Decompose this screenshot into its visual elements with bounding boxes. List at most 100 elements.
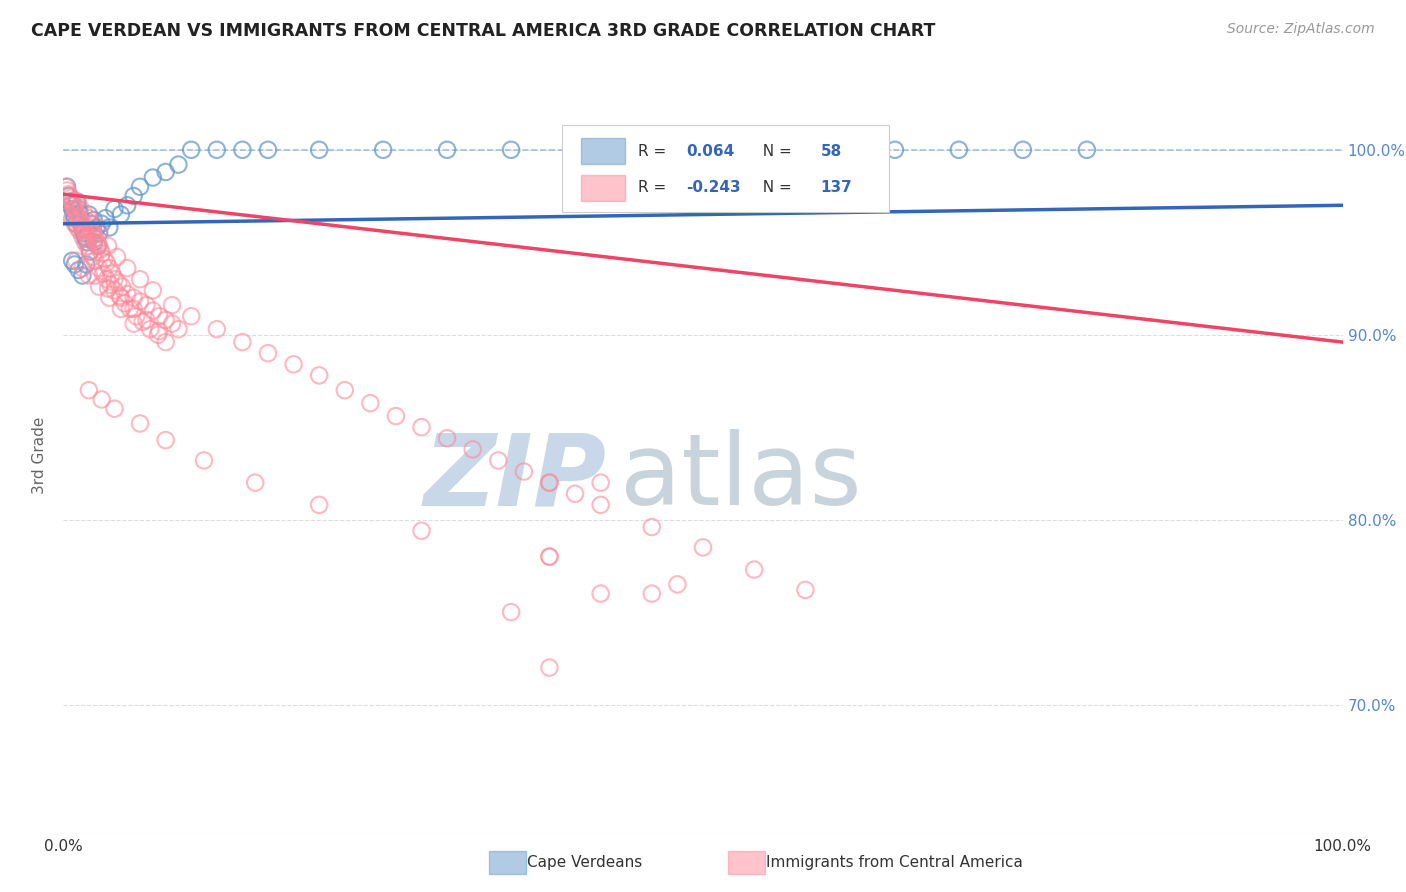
Text: R =: R = (638, 180, 671, 195)
Point (59, 198, 82, 212)
Point (58, 187, 80, 202)
Point (63, 211, 86, 226)
Point (129, 294, 152, 309)
Point (82, 250, 104, 264)
Text: Immigrants from Central America: Immigrants from Central America (766, 855, 1024, 870)
Point (129, 417, 152, 431)
Point (73, 224, 96, 238)
Point (87, 224, 110, 238)
Point (155, 433, 177, 447)
Point (76, 239, 98, 253)
Point (75, 231, 97, 245)
Point (70, 217, 93, 231)
Point (72, 268, 94, 283)
Point (245, 475, 267, 490)
Point (79, 244, 101, 259)
Point (692, 541, 714, 555)
Point (142, 303, 165, 318)
Point (101, 267, 124, 281)
Point (538, 549, 561, 564)
Point (948, 143, 970, 157)
Point (110, 291, 132, 305)
Point (641, 520, 664, 534)
Point (385, 409, 408, 423)
Point (73, 222, 96, 236)
Point (884, 143, 907, 157)
FancyBboxPatch shape (562, 125, 889, 212)
Point (257, 346, 280, 360)
Text: N =: N = (752, 180, 797, 195)
Point (62, 198, 84, 212)
FancyBboxPatch shape (582, 175, 624, 201)
Point (56, 179, 79, 194)
Point (80, 224, 103, 238)
Point (66, 210, 89, 224)
Point (75, 257, 97, 271)
Point (98, 291, 121, 305)
Point (63, 257, 86, 271)
Point (91, 267, 114, 281)
Point (641, 586, 664, 600)
Text: atlas: atlas (620, 429, 862, 526)
Point (60, 211, 83, 226)
Point (83, 235, 105, 250)
Text: CAPE VERDEAN VS IMMIGRANTS FROM CENTRAL AMERICA 3RD GRADE CORRELATION CHART: CAPE VERDEAN VS IMMIGRANTS FROM CENTRAL … (31, 22, 935, 40)
Point (142, 170, 165, 185)
Point (283, 357, 305, 371)
Point (155, 335, 177, 350)
Point (87, 239, 110, 253)
Point (115, 198, 138, 212)
Point (77, 207, 100, 221)
Point (411, 524, 433, 538)
Point (436, 431, 458, 445)
Point (146, 327, 169, 342)
Text: Cape Verdeans: Cape Verdeans (527, 855, 643, 870)
Point (59, 194, 82, 209)
Point (63, 202, 86, 216)
Point (756, 143, 779, 157)
Text: 0.064: 0.064 (686, 144, 734, 159)
Point (72, 220, 94, 235)
Point (103, 401, 125, 416)
Point (89, 243, 111, 257)
Point (69, 200, 91, 214)
Point (63, 217, 86, 231)
Point (538, 475, 561, 490)
Point (205, 322, 228, 336)
Point (333, 383, 356, 397)
Point (98, 261, 121, 276)
Point (96, 255, 118, 269)
Point (180, 143, 202, 157)
Point (67, 211, 90, 226)
Point (86, 235, 108, 250)
Point (96, 272, 118, 286)
Point (62, 207, 84, 221)
Point (160, 317, 183, 331)
Point (589, 498, 612, 512)
Point (93, 252, 115, 266)
Point (820, 143, 842, 157)
Point (129, 179, 152, 194)
Point (411, 420, 433, 434)
Point (107, 276, 129, 290)
Point (115, 261, 138, 276)
Point (87, 261, 110, 276)
Point (69, 213, 91, 227)
Point (79, 244, 101, 259)
Point (98, 220, 121, 235)
Point (205, 143, 228, 157)
FancyBboxPatch shape (582, 138, 624, 164)
Point (1012, 143, 1035, 157)
Point (73, 229, 96, 244)
Point (193, 453, 215, 467)
Point (359, 396, 381, 410)
Text: -0.243: -0.243 (686, 180, 741, 195)
Point (79, 220, 101, 235)
Point (65, 205, 87, 219)
Point (56, 184, 79, 198)
Point (148, 310, 170, 324)
Point (76, 235, 98, 250)
Point (65, 194, 87, 209)
Point (513, 465, 536, 479)
Point (122, 301, 145, 316)
